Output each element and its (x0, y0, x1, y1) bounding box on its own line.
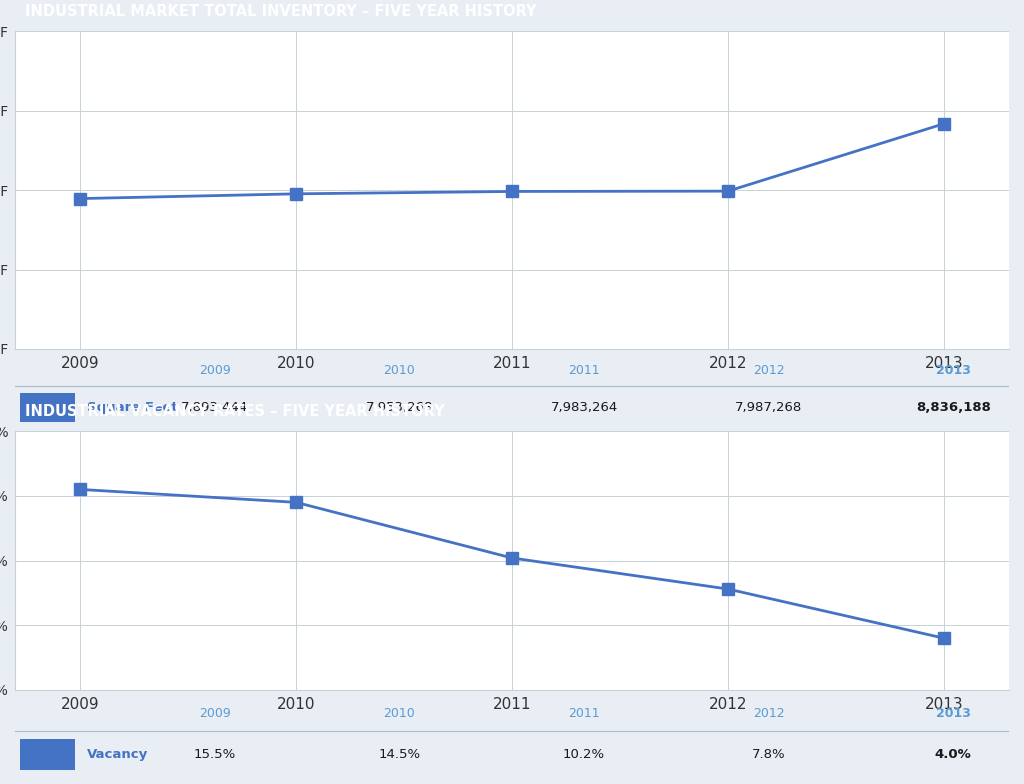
Text: 2012: 2012 (753, 707, 784, 720)
Text: 4.0%: 4.0% (935, 748, 972, 760)
Text: INDUSTRIAL VACANCY RATES – FIVE YEAR HISTORY: INDUSTRIAL VACANCY RATES – FIVE YEAR HIS… (26, 404, 444, 419)
Bar (20, 739, 75, 770)
Text: 2010: 2010 (384, 707, 416, 720)
Text: 2010: 2010 (384, 365, 416, 377)
Text: 2011: 2011 (568, 707, 600, 720)
Text: 2013: 2013 (936, 707, 971, 720)
Text: 2011: 2011 (568, 365, 600, 377)
Text: INDUSTRIAL MARKET TOTAL INVENTORY – FIVE YEAR HISTORY: INDUSTRIAL MARKET TOTAL INVENTORY – FIVE… (26, 4, 537, 20)
Text: 7,953,268: 7,953,268 (366, 401, 433, 414)
Text: 2012: 2012 (753, 365, 784, 377)
Text: 14.5%: 14.5% (378, 748, 421, 760)
Text: 15.5%: 15.5% (194, 748, 236, 760)
Text: 7,893,444: 7,893,444 (181, 401, 249, 414)
Text: Vacancy: Vacancy (87, 748, 148, 760)
Text: 2009: 2009 (199, 365, 230, 377)
Text: 8,836,188: 8,836,188 (915, 401, 990, 414)
Text: 2009: 2009 (199, 707, 230, 720)
Bar (20, 394, 75, 422)
Text: Square Feet: Square Feet (87, 401, 177, 414)
Text: 10.2%: 10.2% (563, 748, 605, 760)
Text: 7,987,268: 7,987,268 (735, 401, 802, 414)
Text: 2013: 2013 (936, 365, 971, 377)
Text: 7,983,264: 7,983,264 (550, 401, 617, 414)
Text: 7.8%: 7.8% (752, 748, 785, 760)
